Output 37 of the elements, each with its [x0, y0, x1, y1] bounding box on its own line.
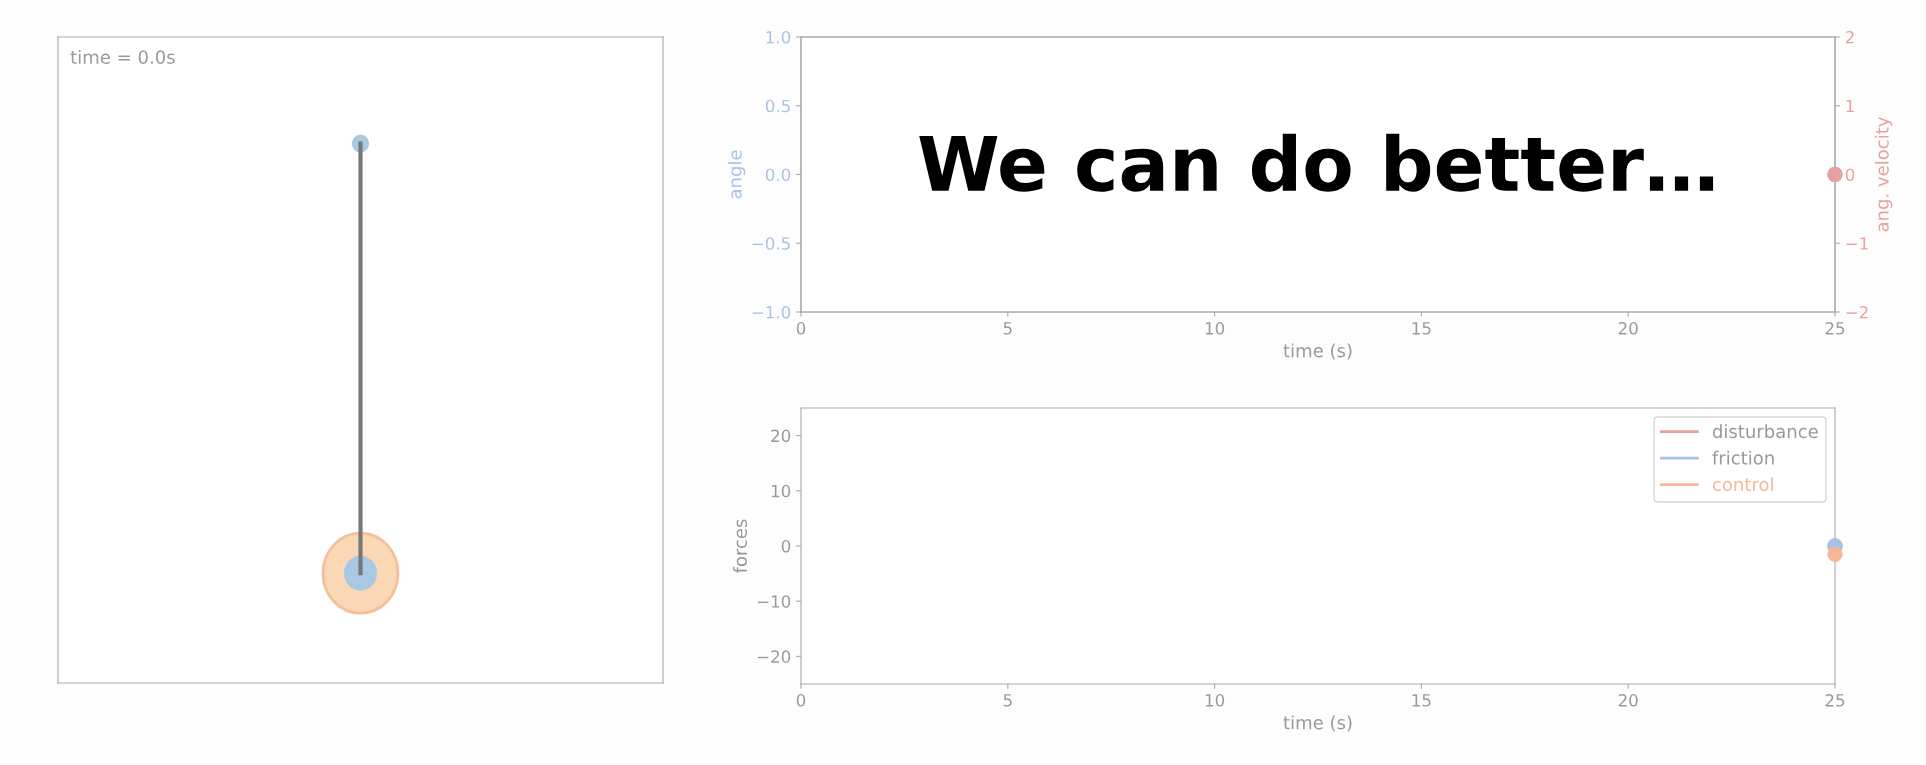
- x-tick-label: 5: [1003, 322, 1012, 335]
- x-tick-label: 0: [796, 694, 806, 707]
- x-tick-label: 20: [1618, 322, 1638, 335]
- x-tick-label: 0: [796, 322, 806, 335]
- y-tick-label: −0.5: [752, 237, 790, 250]
- x-tick-label: 25: [1825, 322, 1845, 335]
- y2-tick-label: −1: [1846, 237, 1868, 250]
- x-tick-label: 15: [1412, 694, 1431, 707]
- y2-tick-label: 1: [1846, 99, 1854, 113]
- x-tick-label: 25: [1825, 694, 1845, 707]
- y2-tick-label: −2: [1846, 305, 1868, 319]
- y-tick-label: −10: [757, 595, 791, 608]
- y-axis-title: forces: [733, 519, 748, 574]
- y2-tick-label: 2: [1845, 30, 1854, 44]
- x-tick-label: 5: [1003, 694, 1012, 707]
- x-axis-title: time (s): [1283, 715, 1352, 732]
- y-tick-label: −1.0: [752, 305, 791, 319]
- y2-axis-title: ang. velocity: [1874, 117, 1893, 232]
- legend-label: friction: [1712, 450, 1774, 465]
- x-tick-label: 10: [1205, 694, 1225, 707]
- y2-tick-label: 0: [1845, 168, 1855, 182]
- text: time = 0.0s: [70, 49, 175, 64]
- y-tick-label: −20: [757, 650, 791, 663]
- legend-label: disturbance: [1712, 424, 1818, 439]
- y-tick-label: 1.0: [766, 30, 791, 44]
- x-tick-label: 15: [1412, 322, 1431, 335]
- y-tick-label: 20: [771, 429, 791, 443]
- text: We can do better…: [919, 133, 1714, 192]
- y-axis-title: angle: [727, 150, 746, 199]
- y-tick-label: 0: [781, 539, 791, 553]
- y-tick-label: 0.0: [765, 168, 791, 182]
- y-tick-label: 10: [771, 484, 791, 498]
- x-axis-title: time (s): [1283, 343, 1352, 360]
- y-tick-label: 0.5: [765, 99, 790, 113]
- x-tick-label: 10: [1205, 322, 1225, 335]
- x-tick-label: 20: [1618, 694, 1638, 707]
- legend-label: control: [1712, 477, 1773, 492]
